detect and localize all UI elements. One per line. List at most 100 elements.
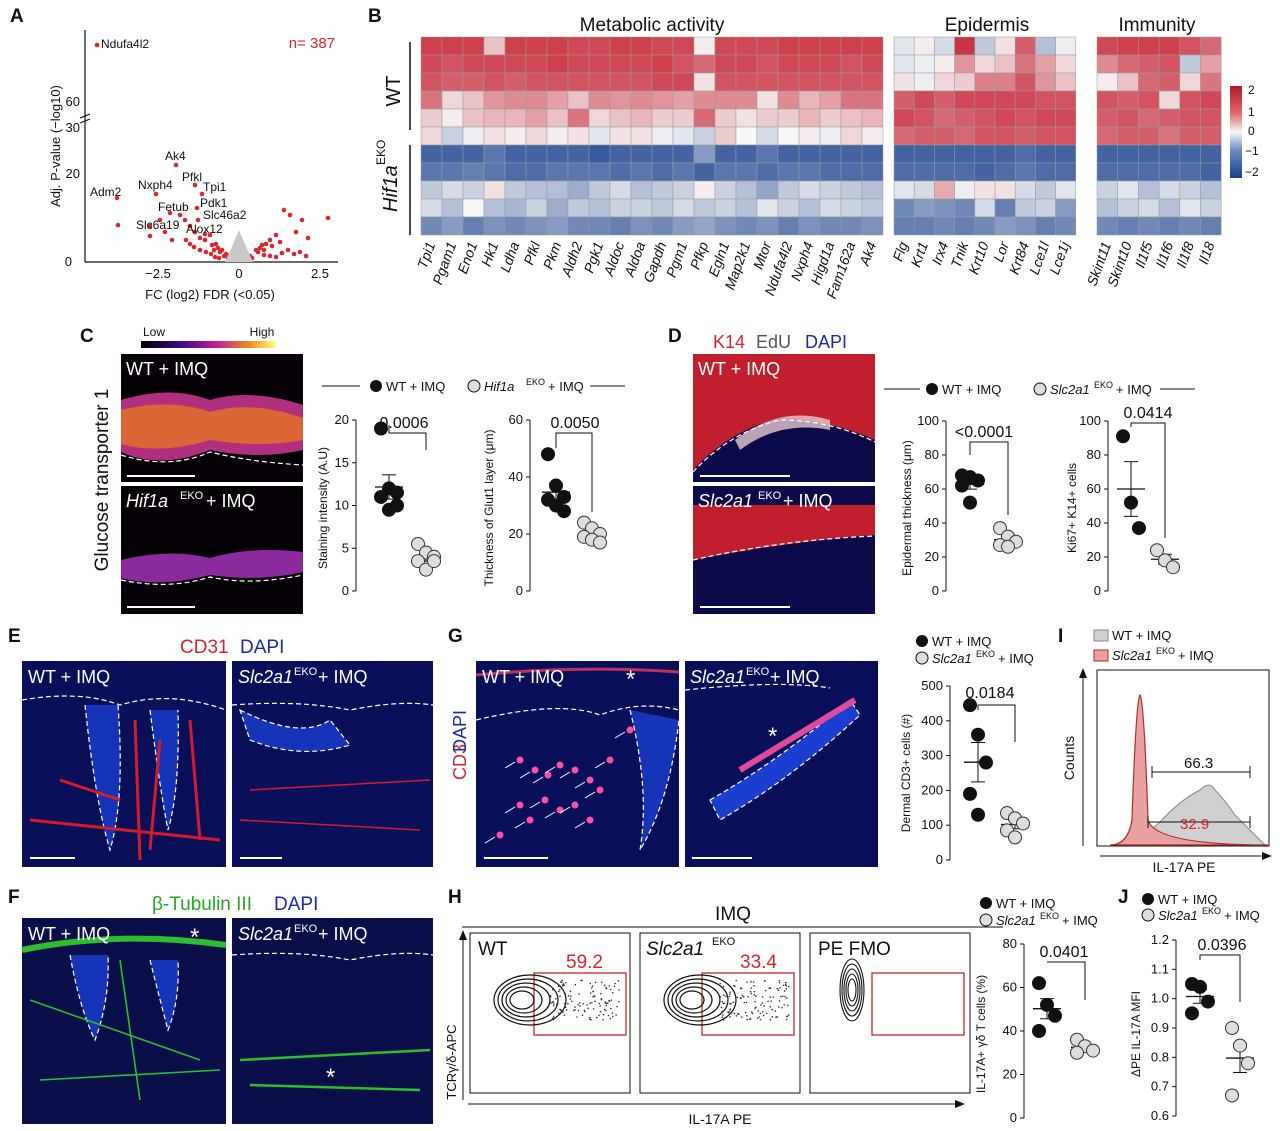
- heatmap-cell: [841, 163, 862, 181]
- flow-event: [771, 1009, 773, 1011]
- flow-event: [589, 1002, 591, 1004]
- heatmap-cell: [820, 199, 841, 217]
- heatmap-cell: [484, 73, 505, 91]
- heatmap-cell: [1015, 37, 1035, 55]
- heatmap-cell: [955, 55, 975, 73]
- flow-event: [569, 998, 571, 1000]
- heatmap-cell: [631, 163, 652, 181]
- flow-event: [555, 998, 557, 1000]
- dp-tick-label: 0: [342, 583, 349, 598]
- flow-event: [587, 1008, 589, 1010]
- heatmap-cell: [568, 73, 589, 91]
- heatmap-cell: [1056, 91, 1076, 109]
- flow-event: [778, 989, 780, 991]
- heatmap-cell: [934, 73, 954, 91]
- heatmap-cell: [995, 37, 1015, 55]
- dp-point: [1194, 980, 1207, 993]
- flow-event: [553, 1005, 555, 1007]
- heatmap-cell: [736, 163, 757, 181]
- i-ylabel: Counts: [1061, 736, 1077, 780]
- heatmap-cell: [955, 91, 975, 109]
- heatmap-cell: [778, 37, 799, 55]
- heatmap-cell: [694, 91, 715, 109]
- heatmap-cell: [610, 145, 631, 163]
- legend-ko: Slc2a1: [932, 651, 972, 666]
- flow-event: [746, 1015, 748, 1017]
- stain-label-white: EdU: [756, 332, 791, 352]
- flow-event: [740, 997, 742, 999]
- heatmap-cell: [995, 199, 1015, 217]
- flow-event: [558, 986, 560, 988]
- image-label: WT + IMQ: [698, 359, 780, 379]
- volcano-point: [224, 252, 229, 257]
- heatmap-cell: [1180, 73, 1201, 91]
- heatmap-cell: [463, 37, 484, 55]
- heatmap-cell: [547, 73, 568, 91]
- heatmap-cell: [694, 163, 715, 181]
- dp-tick-label: 20: [1003, 1067, 1017, 1082]
- image-label: + IMQ: [318, 667, 368, 687]
- dp-tick-label: 40: [1087, 515, 1101, 530]
- legend-wt: WT + IMQ: [996, 896, 1055, 911]
- heatmap-cell: [1138, 37, 1159, 55]
- flow-event: [722, 1014, 724, 1016]
- heatmap-cell: [1035, 145, 1055, 163]
- heatmap-cell: [610, 55, 631, 73]
- dp-point: [428, 555, 441, 568]
- flow-event: [770, 1000, 772, 1002]
- dp-bracket: [1131, 423, 1165, 538]
- heatmap-cell: [894, 55, 914, 73]
- heatmap-cell: [442, 145, 463, 163]
- heatmap-cell: [894, 181, 914, 199]
- heatmap-cell: [1035, 217, 1055, 235]
- dp-point: [1234, 1039, 1247, 1052]
- heatmap-cell: [652, 199, 673, 217]
- image-label-superscript: EKO: [294, 923, 318, 935]
- image-label-superscript: EKO: [180, 490, 204, 502]
- flow-event: [595, 982, 597, 984]
- gate-value: 59.2: [566, 952, 603, 973]
- dotplot-mfi: 0.60.70.80.91.01.11.2: [1151, 932, 1255, 1123]
- dp-point: [956, 479, 969, 492]
- legend-ko: Slc2a1: [996, 913, 1036, 928]
- heatmap-cell: [914, 109, 934, 127]
- dp-tick-label: 20: [509, 526, 523, 541]
- heatmap-cell: [862, 181, 883, 199]
- heatmap-cell: [631, 73, 652, 91]
- flow-event: [755, 1006, 757, 1008]
- micrograph-cd3-ko: Slc2a1 EKO + IMQ *: [685, 661, 878, 867]
- volcano-point: [184, 238, 189, 243]
- flow-event: [751, 993, 753, 995]
- heatmap-cell: [778, 73, 799, 91]
- legend-ko-sup: EKO: [1156, 646, 1175, 656]
- image-label: + IMQ: [318, 924, 368, 944]
- heatmap-cell: [442, 163, 463, 181]
- flow-event: [745, 1012, 747, 1014]
- heatmap-cell: [715, 145, 736, 163]
- flow-event: [766, 1012, 768, 1014]
- panel-label-h: H: [448, 887, 462, 908]
- flow-event: [770, 987, 772, 989]
- heatmap-cell: [463, 217, 484, 235]
- heatmap-cell: [505, 217, 526, 235]
- dp-tick-label: 400: [921, 713, 943, 728]
- heatmap-cell: [1035, 199, 1055, 217]
- heatmap-cell: [652, 145, 673, 163]
- heatmap-cell: [1035, 73, 1055, 91]
- flow-event: [592, 996, 594, 998]
- heatmap-cell: [995, 109, 1015, 127]
- cd3-cell: [542, 797, 549, 804]
- heatmap-cell: [421, 199, 442, 217]
- heatmap-cell: [1138, 73, 1159, 91]
- heatmap-cell: [955, 109, 975, 127]
- flow-event: [720, 996, 722, 998]
- heatmap-cell: [652, 181, 673, 199]
- a-ytick: 20: [66, 166, 80, 181]
- heatmap-cell: [757, 37, 778, 55]
- flow-event: [785, 984, 787, 986]
- flow-event: [746, 1002, 748, 1004]
- flow-event: [762, 1011, 764, 1013]
- flow-event: [753, 985, 755, 987]
- heatmap-cell: [1118, 37, 1139, 55]
- heatmap-cell: [1097, 199, 1118, 217]
